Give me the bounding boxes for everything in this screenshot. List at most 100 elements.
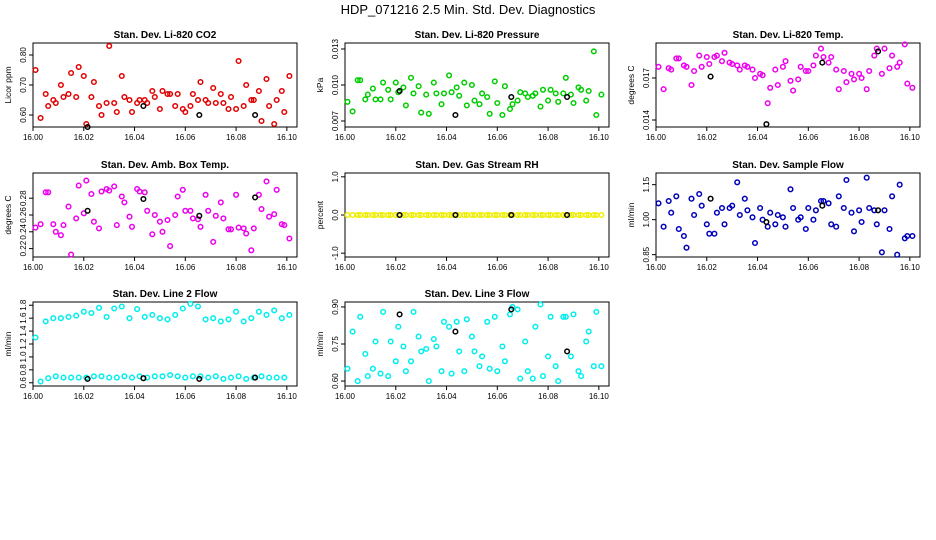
y-axis-label: degrees C: [3, 195, 13, 234]
data-point: [698, 202, 705, 209]
data-point: [673, 55, 680, 62]
data-point: [810, 62, 817, 69]
highlight-point: [396, 311, 403, 318]
x-tick-label: 16.04: [748, 263, 769, 272]
highlight-point: [508, 93, 515, 101]
data-point: [696, 190, 703, 198]
data-point: [583, 97, 590, 104]
y-tick-label: 1.00: [642, 211, 651, 227]
data-point: [767, 209, 774, 216]
data-point: [106, 374, 113, 381]
data-point: [517, 375, 524, 382]
data-point: [668, 66, 675, 73]
data-point: [106, 42, 113, 50]
data-point: [668, 209, 675, 216]
figure-title: HDP_071216 2.5 Min. Std. Dev. Diagnostic…: [341, 2, 596, 17]
x-tick-label: 16.06: [175, 263, 196, 272]
data-point: [400, 211, 407, 219]
data-point: [258, 206, 265, 213]
data-point: [858, 218, 865, 226]
data-point: [881, 207, 888, 214]
data-point: [266, 374, 273, 381]
data-point: [172, 311, 179, 318]
data-point: [144, 99, 151, 107]
data-point: [843, 176, 850, 184]
y-tick-label: 1.0: [331, 171, 340, 183]
data-point: [683, 63, 690, 70]
data-point: [52, 228, 59, 235]
data-point: [866, 67, 873, 75]
data-point: [174, 193, 181, 200]
data-point: [349, 108, 356, 115]
data-point: [484, 318, 491, 325]
x-tick-label: 16.04: [748, 133, 769, 142]
x-tick-label: 16.04: [437, 392, 458, 401]
y-axis-label: degrees C: [626, 65, 636, 104]
data-point: [858, 74, 865, 82]
data-point: [423, 211, 430, 219]
x-tick-label: 16.04: [437, 133, 458, 142]
data-point: [446, 211, 453, 219]
data-point: [103, 313, 110, 320]
data-point: [111, 305, 118, 312]
data-point: [423, 345, 430, 352]
data-point: [438, 101, 445, 108]
data-point: [227, 93, 235, 101]
data-point: [461, 79, 468, 86]
data-point: [407, 358, 415, 365]
data-point: [896, 59, 903, 66]
x-tick-label: 16.06: [175, 133, 196, 142]
y-axis-label: Licor ppm: [3, 66, 13, 103]
data-point: [805, 67, 812, 75]
data-point: [344, 365, 351, 372]
data-point: [673, 193, 680, 200]
data-point: [159, 373, 166, 380]
data-point: [567, 353, 574, 360]
data-point: [438, 368, 445, 375]
y-axis-label: ml/min: [3, 331, 13, 356]
data-point: [212, 212, 219, 219]
data-point: [430, 211, 437, 219]
data-point: [194, 96, 202, 104]
panel-7: Stan. Dev. Line 2 Flow 16.00 16.02 16.04 16.…: [3, 289, 298, 401]
data-point: [537, 211, 544, 219]
x-tick-label: 16.00: [335, 263, 356, 272]
data-point: [385, 211, 392, 219]
data-point: [430, 336, 437, 343]
y-tick-label: 1.6: [19, 312, 28, 324]
data-point: [797, 214, 804, 221]
data-point: [873, 221, 880, 228]
x-tick-label: 16.10: [589, 263, 610, 272]
data-point: [560, 211, 567, 219]
data-point: [545, 353, 552, 360]
data-point: [227, 226, 235, 233]
data-point: [90, 373, 97, 380]
data-point: [514, 97, 521, 104]
data-point: [757, 204, 764, 212]
data-point: [863, 174, 870, 181]
y-tick-label: 0.007: [331, 110, 340, 131]
data-point: [60, 93, 67, 101]
data-point: [848, 209, 855, 216]
data-point: [425, 110, 432, 117]
x-tick-label: 16.00: [335, 392, 356, 401]
data-point: [461, 368, 468, 375]
x-tick-label: 16.06: [487, 392, 508, 401]
x-tick-label: 16.02: [74, 392, 95, 401]
data-point: [210, 238, 217, 245]
data-point: [68, 251, 75, 258]
data-point: [387, 338, 394, 345]
highlight-point: [763, 218, 770, 226]
data-point: [524, 93, 531, 101]
data-point: [532, 323, 539, 330]
data-point: [817, 45, 825, 52]
data-point: [50, 221, 57, 228]
data-point: [164, 216, 171, 224]
data-point: [128, 374, 136, 381]
data-point: [423, 91, 430, 98]
data-point: [463, 316, 470, 323]
data-point: [446, 323, 453, 330]
data-point: [751, 74, 759, 82]
data-point: [372, 96, 379, 103]
data-point: [848, 70, 855, 77]
